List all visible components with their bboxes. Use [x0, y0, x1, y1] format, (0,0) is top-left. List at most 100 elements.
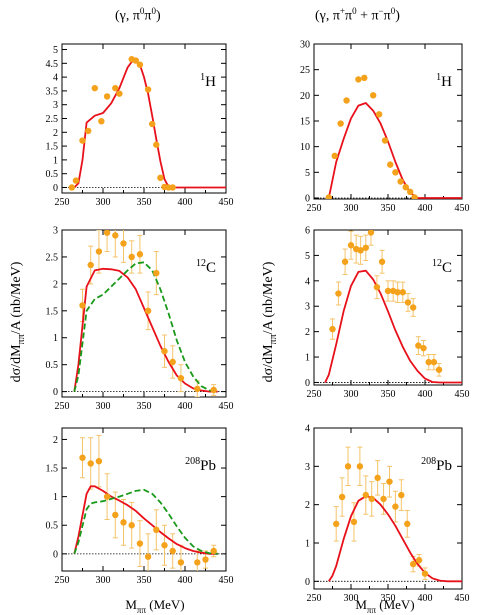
panel-p22: 250 300 350 400 450 0 1 2 3 4 5 6 12C — [305, 226, 470, 401]
y-tick-label: 5 — [53, 45, 58, 56]
nucleus-label: 208Pb — [421, 456, 452, 474]
data-point — [112, 511, 119, 519]
y-tick-label: 4.5 — [46, 59, 59, 70]
plot-frame — [61, 427, 227, 572]
data-point — [373, 283, 381, 291]
data-point — [407, 188, 414, 196]
panel-p32: 250 300 350 400 450 0 1 2 3 4 208Pb — [305, 424, 470, 605]
data-point — [337, 120, 344, 127]
data-point — [362, 244, 369, 251]
data-point — [103, 493, 111, 500]
data-point — [374, 474, 381, 482]
y-tick-label: 3 — [305, 462, 310, 473]
plot-area — [73, 434, 218, 571]
data-point — [132, 57, 139, 64]
x-tick-label: 450 — [455, 203, 470, 214]
data-point — [356, 463, 364, 470]
y-tick-label: 5 — [305, 251, 310, 262]
data-point — [91, 84, 99, 92]
x-tick-label: 300 — [344, 593, 359, 604]
svg-text:dσ/dMππ/A (nb/MeV): dσ/dMππ/A (nb/MeV) — [261, 261, 279, 382]
data-point — [136, 251, 144, 258]
data-point — [157, 174, 164, 182]
data-point — [387, 161, 394, 168]
x-tick-label: 250 — [307, 389, 322, 400]
x-tick-label: 300 — [344, 203, 359, 214]
data-point — [153, 269, 160, 277]
plot-frame — [313, 229, 463, 386]
x-tick-label: 300 — [96, 401, 111, 412]
y-tick-label: 4 — [305, 276, 310, 287]
data-point — [375, 111, 383, 118]
data-point — [79, 137, 86, 144]
plot-area — [324, 230, 462, 384]
data-point — [210, 386, 217, 394]
data-point — [378, 258, 386, 265]
y-tick-label: 0 — [305, 577, 310, 588]
y-tick-label: 2 — [53, 128, 58, 139]
y-tick-label: 0 — [53, 387, 58, 398]
data-point — [72, 177, 80, 184]
data-point — [136, 540, 144, 547]
y-tick-label: 0.5 — [46, 360, 59, 371]
data-point — [116, 90, 123, 97]
data-point — [430, 358, 438, 366]
nucleus-label: 1H — [200, 72, 216, 90]
data-point — [112, 232, 119, 239]
data-point — [398, 491, 405, 499]
data-point — [367, 230, 375, 236]
data-point — [169, 358, 176, 366]
x-tick-label: 450 — [219, 575, 234, 586]
data-point — [425, 358, 432, 366]
svg-text:dσ/dMππ/A (nb/MeV): dσ/dMππ/A (nb/MeV) — [9, 261, 27, 382]
svg-text:Mππ (MeV): Mππ (MeV) — [355, 597, 414, 615]
x-tick-label: 400 — [418, 593, 433, 604]
data-point — [161, 542, 168, 549]
nucleus-label: 12C — [196, 258, 216, 276]
y-tick-label: 1 — [305, 353, 310, 364]
data-point — [381, 137, 389, 144]
data-point — [128, 522, 135, 529]
y-tick-label: 1 — [53, 155, 58, 166]
y-tick-label: 2 — [305, 327, 310, 338]
y-tick-label: 5 — [305, 168, 310, 179]
y-tick-label: 0 — [305, 378, 310, 389]
data-point — [202, 556, 209, 563]
data-point — [136, 61, 144, 68]
data-point — [347, 242, 355, 249]
y-tick-label: 20 — [300, 91, 310, 102]
y-tick-label: 0 — [53, 183, 58, 194]
data-point — [435, 366, 443, 373]
data-point — [169, 547, 176, 555]
y-tick-label: 1 — [305, 539, 310, 550]
data-point — [392, 503, 399, 510]
y-tick-label: 3 — [53, 226, 58, 237]
data-point — [333, 520, 340, 528]
plot-area — [68, 55, 226, 191]
x-tick-label: 450 — [455, 389, 470, 400]
plot-frame — [61, 229, 227, 398]
column-title-left: (γ, π0π0) — [115, 6, 161, 24]
svg-text:Mππ (MeV): Mππ (MeV) — [125, 597, 184, 615]
y-tick-label: 2.5 — [46, 114, 59, 125]
x-tick-label: 250 — [55, 197, 70, 208]
x-tick-label: 350 — [381, 389, 396, 400]
data-point — [357, 247, 364, 254]
y-axis-label-right: dσ/dMππ/A (nb/MeV) — [261, 261, 279, 382]
data-point — [415, 557, 423, 564]
nucleus-label: 1H — [436, 72, 452, 90]
data-point — [169, 184, 176, 191]
data-point — [144, 86, 152, 93]
y-tick-label: 6 — [305, 226, 310, 237]
x-tick-label: 450 — [219, 197, 234, 208]
data-point — [338, 493, 346, 501]
data-point — [144, 553, 152, 560]
y-tick-label: 3.5 — [46, 86, 59, 97]
panel-p12: 250 300 350 400 450 0 5 10 15 20 25 30 1H — [300, 40, 470, 215]
data-point — [194, 559, 201, 566]
data-point — [361, 74, 368, 82]
x-tick-label: 400 — [178, 401, 193, 412]
y-tick-label: 3 — [53, 100, 58, 111]
data-point — [404, 520, 411, 528]
x-tick-label: 250 — [55, 401, 70, 412]
